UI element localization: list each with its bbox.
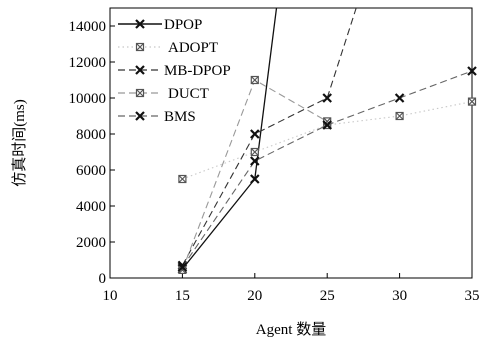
marker-cross bbox=[178, 175, 187, 183]
legend-item: ADOPT bbox=[118, 40, 218, 56]
legend-marker bbox=[135, 65, 145, 75]
data-point bbox=[177, 262, 188, 272]
marker-cross bbox=[136, 89, 144, 97]
marker-cross bbox=[136, 43, 144, 51]
data-point bbox=[250, 129, 260, 139]
series-bms bbox=[177, 66, 477, 272]
legend-label: ADOPT bbox=[168, 40, 218, 56]
marker-cross bbox=[178, 265, 187, 274]
data-point bbox=[395, 111, 404, 121]
data-point bbox=[250, 147, 259, 157]
plot-border bbox=[109, 7, 473, 279]
legend-item: DUCT bbox=[118, 86, 209, 102]
legend-marker bbox=[135, 88, 145, 98]
legend-marker bbox=[135, 111, 145, 121]
data-point bbox=[322, 120, 332, 130]
series-line bbox=[181, 70, 472, 268]
legend-item: BMS bbox=[118, 109, 196, 125]
x-tick-label: 25 bbox=[320, 288, 335, 304]
marker-cross bbox=[395, 112, 404, 120]
legend-item: DPOP bbox=[118, 17, 202, 33]
x-tick-label: 10 bbox=[103, 288, 118, 304]
marker-cross bbox=[468, 97, 476, 106]
legend-label: BMS bbox=[164, 109, 196, 125]
data-point bbox=[250, 75, 259, 85]
legend-label: DPOP bbox=[164, 17, 202, 33]
y-tick-label: 0 bbox=[99, 271, 107, 287]
legend-label: MB-DPOP bbox=[164, 63, 231, 79]
series-line bbox=[181, 8, 357, 266]
legend-marker bbox=[135, 42, 145, 52]
x-tick-label: 20 bbox=[247, 288, 262, 304]
data-point bbox=[467, 97, 477, 106]
series-line bbox=[182, 101, 472, 180]
y-tick-label: 8000 bbox=[76, 127, 106, 143]
y-tick-label: 12000 bbox=[69, 55, 107, 71]
y-tick-label: 14000 bbox=[69, 19, 107, 35]
x-axis-label: Agent 数量 bbox=[256, 321, 326, 338]
data-point bbox=[250, 156, 260, 166]
marker-cross bbox=[250, 148, 259, 156]
data-point bbox=[394, 93, 405, 103]
data-point bbox=[467, 66, 477, 76]
x-tick-label: 30 bbox=[392, 288, 407, 304]
axis-ticks: 10 15 20 25 30 35 0 2000 4000 6000 8000 10000 12000 1… bbox=[69, 19, 480, 304]
marker-cross bbox=[250, 76, 259, 84]
series-layer bbox=[177, 8, 477, 274]
y-tick-label: 6000 bbox=[76, 163, 106, 179]
legend-label: DUCT bbox=[168, 86, 209, 102]
x-tick-label: 35 bbox=[465, 288, 480, 304]
y-tick-label: 10000 bbox=[69, 91, 107, 107]
y-tick-label: 4000 bbox=[76, 199, 106, 215]
data-point bbox=[250, 174, 260, 184]
legend-item: MB-DPOP bbox=[118, 63, 231, 79]
y-tick-label: 2000 bbox=[76, 235, 106, 251]
plot-frame bbox=[109, 7, 473, 279]
series-adopt bbox=[178, 97, 477, 184]
data-point bbox=[178, 174, 187, 184]
legend: DPOP ADOPT MB-DPOP DUCT BMS bbox=[118, 17, 231, 125]
y-axis-label: 仿真时间(ms) bbox=[10, 99, 28, 187]
data-point bbox=[322, 93, 332, 103]
x-tick-label: 15 bbox=[175, 288, 190, 304]
legend-marker bbox=[135, 19, 145, 29]
